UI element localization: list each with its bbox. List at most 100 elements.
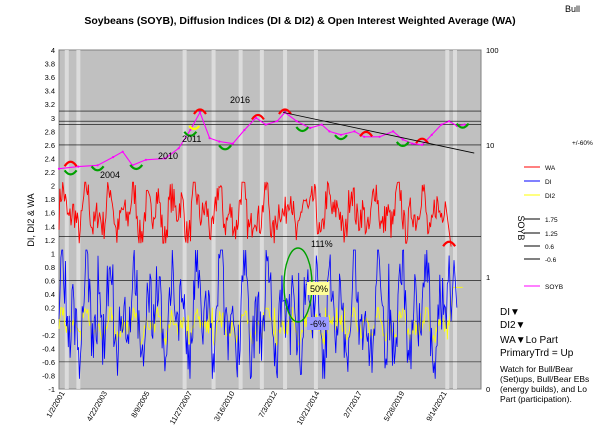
legend-label: 1.75	[545, 217, 558, 224]
legend-label: +/-60%	[572, 140, 593, 147]
soyb-point	[328, 130, 331, 133]
x-tick-label: 7/3/2012	[257, 390, 279, 420]
soyb-point	[208, 137, 211, 140]
left-tick-label: 1.2	[45, 236, 55, 245]
left-tick-label: -0.6	[42, 358, 55, 367]
annotation-neg6pct: -6%	[310, 319, 326, 329]
highlight-band	[313, 50, 318, 389]
note-watch-3: (energy builds), and Lo	[500, 384, 587, 394]
x-tick-label: 3/16/2010	[212, 390, 236, 423]
soyb-point	[463, 123, 466, 126]
annotation-111pct: 111%	[311, 239, 333, 249]
soyb-point	[411, 142, 414, 145]
x-tick-label: 2/7/2017	[341, 390, 363, 420]
trendline	[282, 111, 475, 154]
right-tick-label: 0	[486, 385, 490, 394]
left-tick-label: -0.8	[42, 371, 55, 380]
soyb-point	[339, 133, 343, 136]
soyb-point	[276, 120, 279, 123]
soyb-point	[96, 164, 99, 167]
highlight-band	[64, 50, 69, 389]
top-marker	[278, 108, 292, 115]
left-tick-label: 0.4	[45, 290, 55, 299]
annotation-2004: 2004	[100, 170, 120, 180]
series-wa-line	[58, 180, 452, 247]
note-di2: DI2▼	[500, 320, 525, 331]
soyb-point	[121, 150, 124, 153]
soyb-point	[177, 147, 180, 150]
legend-label: DI	[545, 179, 552, 186]
left-tick-label: 0.8	[45, 263, 55, 272]
note-watch-1: Watch for Bull/Bear	[500, 364, 573, 374]
soyb-point	[112, 156, 115, 159]
soyb-point	[189, 128, 192, 132]
top-marker	[442, 240, 457, 247]
left-tick-label: -1	[48, 385, 55, 394]
bottom-marker	[90, 165, 105, 172]
note-wa: WA▼Lo Part	[500, 335, 558, 346]
right-tick-label: 1	[486, 273, 490, 282]
left-tick-label: 3	[51, 114, 55, 123]
series-di-line	[58, 249, 458, 379]
legend-label: SOYB	[545, 284, 563, 291]
series-layer	[57, 111, 466, 379]
bottom-marker	[218, 144, 232, 151]
annotation-neg6pct-box	[307, 317, 329, 330]
soyb-point	[320, 123, 323, 126]
note-primary-trend: PrimaryTrd = Up	[500, 348, 574, 359]
left-axis-label: DI, DI2 & WA	[26, 193, 36, 246]
left-tick-label: 3.4	[45, 87, 55, 96]
left-tick-label: 1.6	[45, 209, 55, 218]
soyb-point	[144, 158, 147, 161]
highlight-band	[238, 50, 243, 389]
top-marker	[193, 108, 207, 115]
left-tick-label: 0.6	[45, 277, 55, 286]
legend-label: DI2	[545, 193, 556, 200]
soyb-point	[378, 135, 381, 138]
bottom-marker	[183, 131, 198, 137]
left-tick-label: 0.2	[45, 304, 55, 313]
right-tick-label: 100	[486, 46, 499, 55]
soyb-point	[231, 142, 234, 145]
left-tick-label: 2.8	[45, 127, 55, 136]
x-tick-label: 10/21/2014	[295, 390, 322, 427]
bottom-marker	[395, 141, 410, 148]
soyb-point	[440, 123, 443, 126]
top-marker	[251, 113, 265, 121]
x-tick-label: 5/28/2019	[382, 390, 406, 423]
right-axis-label: SOYB	[516, 215, 526, 240]
left-tick-label: 1	[51, 249, 55, 258]
top-marker	[63, 160, 78, 167]
legend-label: 0.6	[545, 244, 554, 251]
legend-label: 1.25	[545, 231, 558, 238]
left-tick-label: 4	[51, 46, 55, 55]
left-tick-label: 2.2	[45, 168, 55, 177]
soyb-point	[295, 120, 298, 123]
annotation-2011: 2011	[182, 134, 201, 144]
soyb-point	[401, 138, 404, 141]
x-tick-label: 9/14/2021	[424, 390, 448, 423]
signal-markers	[63, 108, 470, 247]
top-marker	[359, 130, 373, 138]
soyb-point	[363, 135, 366, 138]
soyb-point	[218, 140, 221, 143]
left-tick-label: 0	[51, 317, 55, 326]
soyb-point	[254, 116, 258, 119]
bottom-marker	[455, 122, 470, 129]
annotation-50pct-box	[307, 282, 329, 295]
annotation-50pct: 50%	[310, 284, 328, 294]
left-tick-label: 2	[51, 182, 55, 191]
bottom-marker	[63, 169, 78, 176]
left-tick-label: 1.8	[45, 195, 55, 204]
note-watch-4: Part (participation).	[500, 394, 572, 404]
top-marker	[415, 137, 430, 144]
note-di: DI▼	[500, 307, 520, 318]
left-tick-label: 3.8	[45, 60, 55, 69]
soyb-point	[264, 123, 267, 126]
soyb-point	[430, 133, 433, 136]
soyb-point	[198, 111, 202, 114]
annotation-2016: 2016	[230, 95, 250, 105]
series-soyb-line	[58, 111, 465, 170]
left-tick-label: -0.4	[42, 344, 55, 353]
